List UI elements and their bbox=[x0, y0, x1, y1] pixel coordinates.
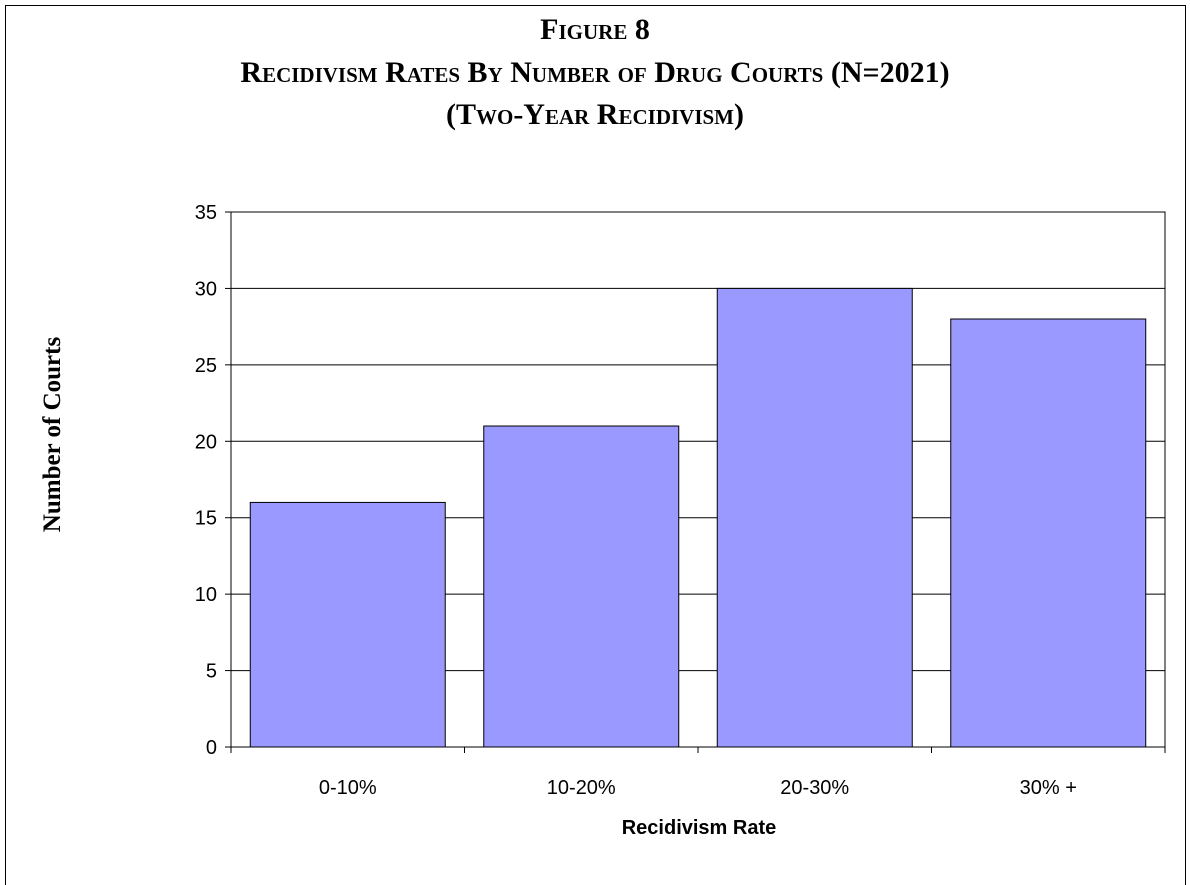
y-tick-label: 35 bbox=[195, 202, 217, 224]
y-axis-title: Number of Courts bbox=[39, 337, 66, 533]
y-tick-label: 10 bbox=[195, 584, 217, 606]
chart-subtitle: (Two-Year Recidivism) bbox=[445, 98, 744, 131]
bar-30 bbox=[950, 318, 1147, 748]
x-tick-label: 30% + bbox=[1020, 777, 1077, 799]
axis-labels: 0 5 10 15 20 25 30 35 0-10% 10-20% 20-30% 30% + Reci… bbox=[39, 202, 1077, 839]
chart-title: Recidivism Rates By Number of Drug Court… bbox=[240, 56, 950, 89]
bars bbox=[249, 287, 1147, 748]
x-tick-label: 0-10% bbox=[319, 777, 377, 799]
y-tick-label: 25 bbox=[195, 355, 217, 377]
figure-number-title: Figure 8 bbox=[540, 13, 650, 46]
y-tick-label: 15 bbox=[195, 508, 217, 530]
y-tick-label: 20 bbox=[195, 431, 217, 453]
axes bbox=[225, 211, 1166, 753]
x-tick-label: 20-30% bbox=[780, 777, 849, 799]
y-tick-label: 0 bbox=[206, 737, 217, 759]
x-axis-title: Recidivism Rate bbox=[622, 817, 777, 839]
bar-0-10 bbox=[249, 501, 446, 748]
x-tick-label: 10-20% bbox=[547, 777, 616, 799]
y-tick-label: 5 bbox=[206, 661, 217, 683]
y-tick-label: 30 bbox=[195, 278, 217, 300]
bar-20-30 bbox=[716, 287, 913, 748]
bar-10-20 bbox=[483, 425, 680, 748]
